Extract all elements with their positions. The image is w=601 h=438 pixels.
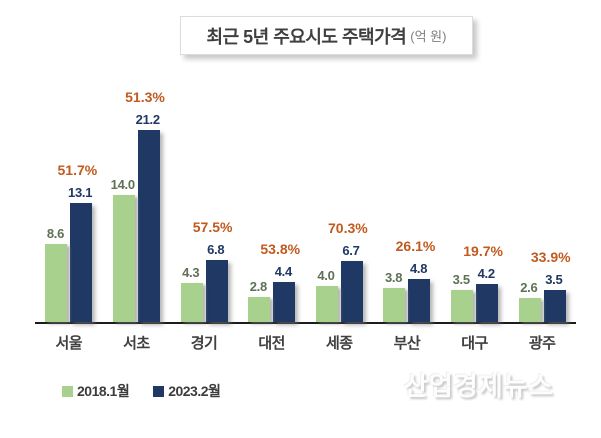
bar-2018.1월-세종: 4.0 [315,268,338,322]
value-label-2018.1월-대구: 3.5 [452,272,470,287]
bar-2023.2월-부산: 4.8 26.1% [396,238,435,322]
value-label-2023.2월-부산: 4.8 [409,261,428,276]
chart-unit: (억 원) [410,29,447,44]
bar-group-서울: 8.6 13.1 51.7% [35,80,103,322]
legend: 2018.1월 2023.2월 [62,381,221,401]
category-label-세종: 세종 [326,335,353,352]
chart-title-box: 최근 5년 주요시도 주택가격 (억 원) [180,16,473,55]
category-label-경기: 경기 [190,335,218,352]
bar-2018.1월-대구: 3.5 [451,272,474,322]
bar-2018.1월-서울: 8.6 [45,226,68,322]
legend-item-2023: 2023.2월 [153,381,221,401]
bar-group-경기: 4.3 6.8 57.5% [170,80,238,322]
pct-change-label-부산: 26.1% [395,238,436,254]
bar-2018.1월-서초: 14.0 [111,177,135,322]
value-label-2023.2월-경기: 6.8 [207,242,225,257]
pct-change-label-서초: 51.3% [125,89,165,105]
value-label-2018.1월-대전: 2.8 [249,279,267,294]
category-label-부산: 부산 [393,335,421,352]
pct-change-label-대구: 19.7% [463,243,503,259]
pct-change-label-대전: 53.8% [260,241,301,257]
category-label-광주: 광주 [528,335,556,352]
value-label-2018.1월-서초: 14.0 [110,177,135,192]
legend-swatch-2023 [153,385,165,397]
bar-chart: 8.6 13.1 51.7% 14.0 21.2 51.3% 4.3 6.8 57.5% 2.8 4… [35,80,576,353]
plot-area: 8.6 13.1 51.7% 14.0 21.2 51.3% 4.3 6.8 57.5% 2.8 4… [35,80,576,324]
pct-change-label-경기: 57.5% [192,219,233,235]
value-label-2023.2월-광주: 3.5 [545,272,563,287]
bar-2023.2월-대전: 4.4 53.8% [260,241,300,322]
value-label-2018.1월-세종: 4.0 [317,268,335,283]
legend-swatch-2018 [62,385,73,397]
pct-change-label-서울: 51.7% [57,162,98,178]
bar-2023.2월-광주: 3.5 33.9% [531,249,571,322]
value-label-2023.2월-대구: 4.2 [477,266,495,281]
pct-change-label-광주: 33.9% [530,249,571,265]
pct-change-label-세종: 70.3% [327,220,368,236]
value-label-2018.1월-광주: 2.6 [520,280,538,295]
bar-group-부산: 3.8 4.8 26.1% [373,80,441,322]
value-label-2023.2월-대전: 4.4 [274,264,292,279]
bar-2023.2월-서초: 21.2 51.3% [125,89,165,322]
value-label-2018.1월-부산: 3.8 [384,270,403,285]
legend-label-2023: 2023.2월 [168,383,221,399]
bar-2018.1월-광주: 2.6 [518,280,541,322]
bar-2018.1월-대전: 2.8 [248,279,271,322]
chart-title: 최근 5년 주요시도 주택가격 [206,26,407,47]
value-label-2018.1월-서울: 8.6 [46,226,65,241]
watermark: 산업경제뉴스 [404,371,554,401]
category-label-서초: 서초 [123,335,150,352]
category-label-서울: 서울 [55,335,83,352]
category-label-대구: 대구 [461,335,488,352]
legend-label-2018: 2018.1월 [77,383,130,399]
legend-item-2018: 2018.1월 [62,381,130,401]
bar-group-대전: 2.8 4.4 53.8% [238,80,306,322]
value-label-2023.2월-세종: 6.7 [342,243,360,258]
bar-2018.1월-부산: 3.8 [383,270,406,322]
bar-2023.2월-대구: 4.2 19.7% [463,243,503,322]
bar-group-서초: 14.0 21.2 51.3% [103,80,171,322]
value-label-2023.2월-서울: 13.1 [68,185,93,200]
value-label-2023.2월-서초: 21.2 [135,112,160,127]
bar-2023.2월-서울: 13.1 51.7% [57,162,97,322]
bar-2023.2월-경기: 6.8 57.5% [193,219,232,322]
category-label-대전: 대전 [258,335,285,352]
value-label-2018.1월-경기: 4.3 [182,265,200,280]
x-axis-labels: 서울 서초 경기 대전 세종 부산 대구 광주 [35,324,576,353]
bar-group-세종: 4.0 6.7 70.3% [306,80,374,322]
bar-2018.1월-경기: 4.3 [180,265,203,322]
bar-2023.2월-세종: 6.7 70.3% [328,220,368,322]
bar-group-광주: 2.6 3.5 33.9% [508,80,576,322]
bar-group-대구: 3.5 4.2 19.7% [441,80,509,322]
